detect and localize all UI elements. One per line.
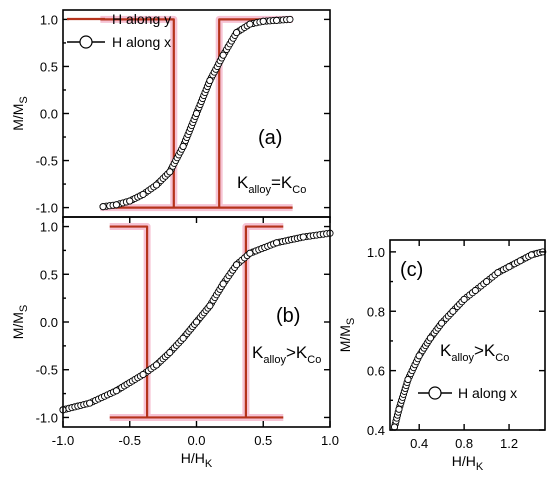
- data-point-c-1: [395, 405, 403, 413]
- legend-c-swatch-marker: [428, 386, 442, 400]
- data-point-a-4: [152, 181, 160, 189]
- ylabel-c: M/MS: [337, 318, 357, 353]
- data-point-c-3: [415, 352, 423, 360]
- data-point-a-11: [246, 20, 254, 28]
- ytick-label-b-1: 0.5: [40, 267, 58, 282]
- data-point-c-13: [527, 251, 536, 259]
- condition-label-b: Kalloy>KCo: [252, 343, 321, 366]
- data-point-a-13: [273, 16, 281, 24]
- legend-swatch-x-marker: [79, 35, 93, 49]
- xtick-label-b-1: -0.5: [119, 433, 141, 448]
- data-point-c-11: [505, 263, 513, 271]
- data-point-a-1: [112, 201, 120, 209]
- data-point-c-4: [426, 334, 434, 342]
- ytick-label-a-1: 0.5: [40, 59, 58, 74]
- ytick-label-a-3: -0.5: [36, 154, 58, 169]
- ytick-label-a-2: 0.0: [40, 107, 58, 122]
- panel-label-a: (a): [258, 127, 282, 149]
- condition-label-a: Kalloy=KCo: [237, 173, 306, 196]
- data-point-a-8: [206, 77, 214, 85]
- circle-series-a: [99, 15, 294, 211]
- data-point-a-2: [126, 197, 134, 205]
- data-point-c-8: [471, 286, 479, 295]
- data-point-a-10: [232, 29, 241, 37]
- panel-c: 1.0 0.8 0.6 0.4 0.4 0.8 1.2 M/MS H/HK: [337, 239, 547, 473]
- legend-c-label: H along x: [458, 385, 517, 401]
- data-point-b-4: [152, 361, 160, 369]
- xtick-label-b-0: -1.0: [52, 433, 74, 448]
- circle-series-b: [59, 229, 334, 414]
- condition-label-c: Kalloy>KCo: [440, 341, 509, 364]
- ytick-label-a-0: 1.0: [40, 12, 58, 27]
- ytick-label-c-2: 0.6: [367, 364, 385, 379]
- legend-a: H along y H along x: [67, 11, 171, 50]
- data-point-b-7: [192, 318, 201, 326]
- data-point-b-3: [139, 370, 147, 379]
- ylabel-a: M/MS: [10, 96, 30, 131]
- data-point-c-5: [438, 319, 446, 327]
- legend-label-x: H along x: [112, 34, 171, 50]
- ytick-label-b-4: -1.0: [36, 410, 58, 425]
- data-point-c-6: [449, 307, 457, 315]
- xlabel-b: H/HK: [181, 450, 213, 470]
- ytick-label-c-1: 0.8: [367, 304, 385, 319]
- data-point-b-8: [206, 302, 214, 310]
- data-point-c-12: [516, 257, 524, 265]
- ytick-label-c-3: 0.4: [367, 423, 385, 438]
- data-point-b-1: [86, 399, 94, 407]
- data-point-a-3: [139, 190, 147, 198]
- panel-label-b: (b): [276, 305, 300, 327]
- panel-label-c: (c): [400, 259, 423, 281]
- data-point-a-5: [166, 168, 174, 176]
- ytick-label-a-4: -1.0: [36, 201, 58, 216]
- data-point-b-13: [299, 233, 307, 241]
- panel-a: 1.0 0.5 0.0 -0.5 -1.0 M/MS: [10, 9, 331, 218]
- xtick-label-b-2: 0.0: [187, 433, 205, 448]
- data-point-a-0: [99, 203, 107, 211]
- data-point-a-6: [179, 142, 187, 150]
- xlabel-c: H/HK: [452, 453, 484, 473]
- ytick-label-b-2: 0.0: [40, 315, 58, 330]
- data-point-c-10: [494, 269, 502, 277]
- axes-frame-c: [389, 239, 546, 431]
- data-point-b-5: [166, 348, 174, 357]
- ytick-label-c-0: 1.0: [367, 245, 385, 260]
- hysteresis-loop-b: [109, 225, 284, 419]
- data-point-a-14: [286, 15, 294, 23]
- data-point-a-9: [219, 51, 227, 59]
- data-point-b-2: [112, 387, 120, 395]
- data-point-b-9: [219, 280, 227, 288]
- data-point-a-12: [259, 17, 267, 25]
- circle-series-c: [390, 248, 547, 431]
- data-point-c-2: [404, 375, 412, 384]
- data-point-b-10: [232, 261, 241, 269]
- xtick-label-b-4: 1.0: [321, 433, 339, 448]
- data-point-a-7: [192, 109, 201, 118]
- xtick-label-c-0: 0.4: [410, 436, 428, 451]
- data-point-b-6: [179, 334, 187, 342]
- data-point-b-12: [273, 239, 281, 247]
- panel-b: 1.0 0.5 0.0 -0.5 -1.0 -1.0 -0.5 0.0 0.5 1.0 M/MS H/…: [10, 216, 339, 470]
- data-point-c-7: [460, 295, 468, 303]
- xtick-label-c-2: 1.2: [500, 436, 518, 451]
- legend-c: H along x: [418, 385, 517, 401]
- xtick-label-b-3: 0.5: [254, 433, 272, 448]
- legend-label-y: H along y: [112, 11, 171, 27]
- ylabel-b: M/MS: [10, 305, 30, 340]
- ytick-label-b-3: -0.5: [36, 363, 58, 378]
- ytick-label-b-0: 1.0: [40, 220, 58, 235]
- data-point-b-11: [246, 249, 254, 257]
- data-point-c-9: [483, 278, 491, 286]
- xtick-label-c-1: 0.8: [455, 436, 473, 451]
